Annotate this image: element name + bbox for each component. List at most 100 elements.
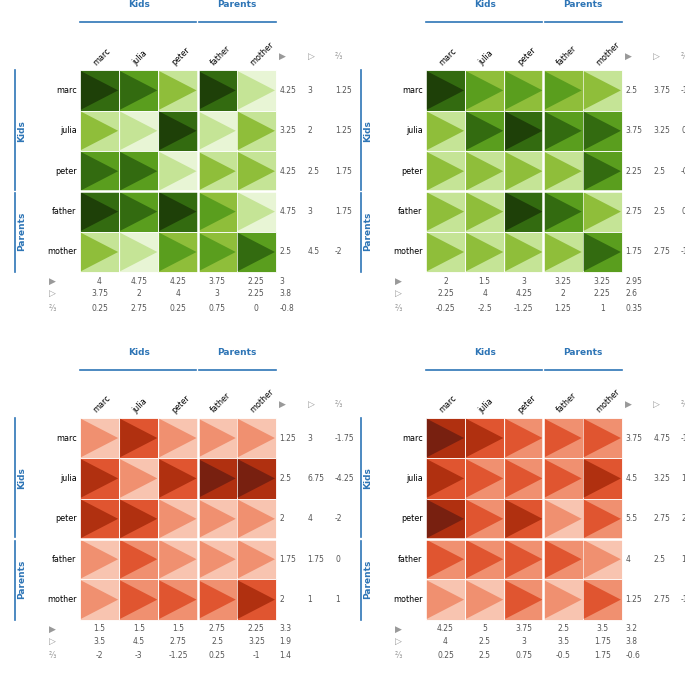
Text: 2.5: 2.5 xyxy=(653,207,665,216)
Text: 3.8: 3.8 xyxy=(625,637,637,646)
Polygon shape xyxy=(584,111,621,150)
Bar xyxy=(80,579,119,620)
Text: father: father xyxy=(210,43,233,67)
Polygon shape xyxy=(160,71,197,109)
Text: 1.75: 1.75 xyxy=(625,248,642,256)
Polygon shape xyxy=(238,459,275,497)
Bar xyxy=(426,192,465,232)
Polygon shape xyxy=(506,500,543,538)
Text: 2.75: 2.75 xyxy=(653,248,671,256)
Polygon shape xyxy=(81,152,118,190)
Text: 3.75: 3.75 xyxy=(209,277,225,286)
Polygon shape xyxy=(81,580,118,619)
Text: julia: julia xyxy=(477,396,495,414)
Bar xyxy=(426,418,465,458)
Text: 1.75: 1.75 xyxy=(594,637,611,646)
Bar xyxy=(237,539,276,579)
Bar xyxy=(543,151,583,192)
Bar xyxy=(504,70,543,111)
Bar xyxy=(465,151,504,192)
Bar xyxy=(583,70,622,111)
Text: 1.4: 1.4 xyxy=(279,651,291,660)
Polygon shape xyxy=(545,580,582,619)
Text: 3.75: 3.75 xyxy=(625,126,643,135)
Polygon shape xyxy=(120,233,158,271)
Text: 1.25: 1.25 xyxy=(681,474,685,483)
Polygon shape xyxy=(506,233,543,271)
Polygon shape xyxy=(238,71,275,109)
Text: -1: -1 xyxy=(253,651,260,660)
Text: peter: peter xyxy=(516,393,538,414)
Text: mother: mother xyxy=(249,387,276,414)
Text: 3: 3 xyxy=(308,86,312,95)
Text: Kids: Kids xyxy=(474,348,496,356)
Text: ⅔: ⅔ xyxy=(49,651,56,660)
Text: ▷: ▷ xyxy=(653,52,660,61)
Bar xyxy=(80,232,119,272)
Polygon shape xyxy=(427,459,464,497)
Text: 1.9: 1.9 xyxy=(279,637,291,646)
Bar xyxy=(426,499,465,539)
Polygon shape xyxy=(466,111,503,150)
Text: 1.75: 1.75 xyxy=(279,555,296,564)
Text: 2.5: 2.5 xyxy=(279,248,291,256)
Polygon shape xyxy=(584,540,621,578)
Text: 2.5: 2.5 xyxy=(557,624,569,634)
Text: ⅔: ⅔ xyxy=(681,52,685,61)
Polygon shape xyxy=(199,459,236,497)
Bar xyxy=(465,70,504,111)
Text: -0.25: -0.25 xyxy=(436,304,456,313)
Text: julia: julia xyxy=(60,474,77,483)
Bar xyxy=(465,458,504,499)
Polygon shape xyxy=(466,580,503,619)
Bar xyxy=(119,192,158,232)
Bar xyxy=(583,151,622,192)
Text: 3.75: 3.75 xyxy=(91,290,108,298)
Polygon shape xyxy=(506,580,543,619)
Bar xyxy=(237,579,276,620)
Polygon shape xyxy=(506,71,543,109)
Text: 2.5: 2.5 xyxy=(653,555,665,564)
Bar xyxy=(158,232,197,272)
Bar xyxy=(197,418,237,458)
Polygon shape xyxy=(81,71,118,109)
Text: 4.75: 4.75 xyxy=(653,433,671,443)
Polygon shape xyxy=(81,500,118,538)
Bar xyxy=(237,151,276,192)
Bar xyxy=(237,70,276,111)
Text: ▶: ▶ xyxy=(625,52,632,61)
Text: -0.8: -0.8 xyxy=(279,304,294,313)
Text: 3: 3 xyxy=(308,433,312,443)
Polygon shape xyxy=(506,192,543,231)
Text: 3.25: 3.25 xyxy=(653,474,671,483)
Text: peter: peter xyxy=(55,514,77,523)
Text: ⅔: ⅔ xyxy=(335,400,342,409)
Polygon shape xyxy=(545,418,582,457)
Text: 1: 1 xyxy=(335,595,340,604)
Text: marc: marc xyxy=(92,46,113,67)
Text: 0.75: 0.75 xyxy=(209,304,225,313)
Polygon shape xyxy=(160,418,197,457)
Bar xyxy=(543,539,583,579)
Text: Kids: Kids xyxy=(363,120,373,142)
Text: 3.5: 3.5 xyxy=(93,637,105,646)
Bar xyxy=(158,539,197,579)
Polygon shape xyxy=(466,500,503,538)
Polygon shape xyxy=(160,152,197,190)
Bar xyxy=(197,151,237,192)
Polygon shape xyxy=(81,418,118,457)
Text: -4.25: -4.25 xyxy=(335,474,355,483)
Text: ▷: ▷ xyxy=(308,400,314,409)
Polygon shape xyxy=(81,459,118,497)
Polygon shape xyxy=(506,459,543,497)
Text: Kids: Kids xyxy=(17,120,27,142)
Text: 2: 2 xyxy=(279,514,284,523)
Polygon shape xyxy=(427,580,464,619)
Polygon shape xyxy=(120,418,158,457)
Polygon shape xyxy=(160,192,197,231)
Polygon shape xyxy=(120,500,158,538)
Text: Parents: Parents xyxy=(17,212,27,252)
Text: 3.75: 3.75 xyxy=(625,433,643,443)
Text: 2.75: 2.75 xyxy=(653,514,671,523)
Text: ▶: ▶ xyxy=(49,277,56,286)
